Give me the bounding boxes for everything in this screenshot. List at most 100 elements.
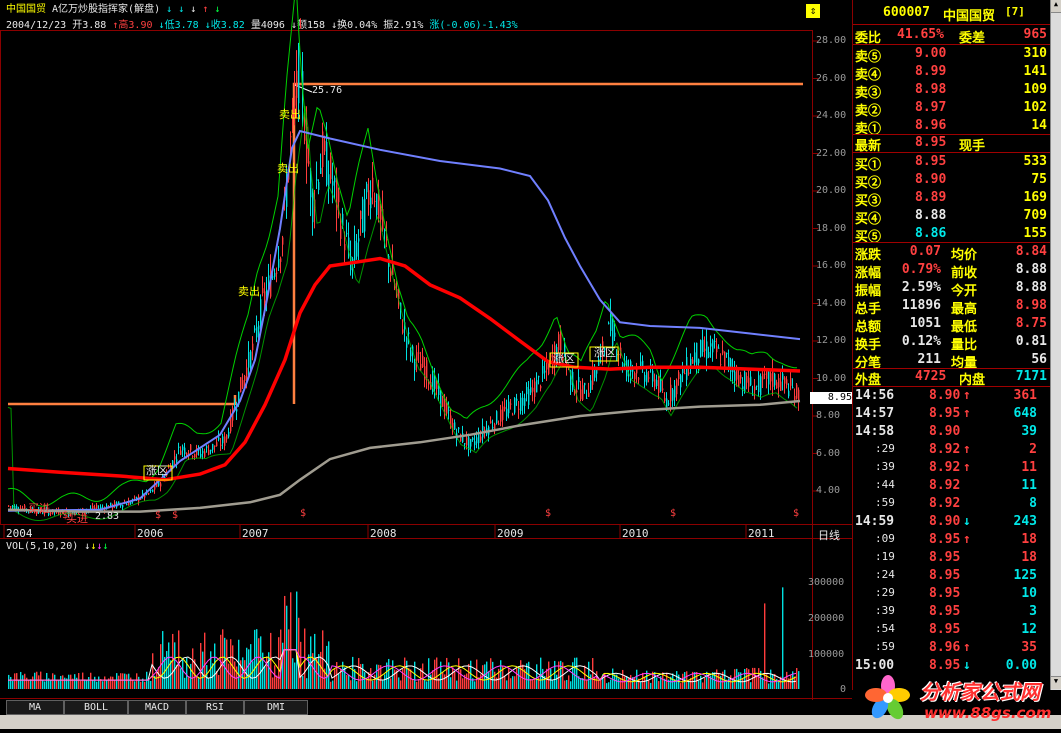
candle-body xyxy=(318,182,319,190)
candle-body xyxy=(498,423,499,424)
volume-bar xyxy=(466,674,467,689)
volume-bar xyxy=(122,673,123,689)
volume-bar xyxy=(332,681,333,689)
candle-body xyxy=(280,258,281,261)
tick-time: :19 xyxy=(875,550,895,563)
candle-body xyxy=(772,370,773,387)
candle-body xyxy=(708,352,709,357)
sell-signal: 卖出 xyxy=(238,283,260,299)
candle-body xyxy=(724,352,725,367)
volume-bar xyxy=(136,673,137,689)
volume-bar xyxy=(744,669,745,689)
tick-volume: 18 xyxy=(1021,550,1037,565)
tick-price: 8.92 xyxy=(929,442,960,457)
kline-chart-area[interactable]: 中国国贸 A亿万炒股指挥家(解盘) ↓ ↓ ↓ ↑ ↓ 2004/12/23 开… xyxy=(0,0,852,729)
candle-body xyxy=(290,136,291,137)
volume-bar xyxy=(706,672,707,689)
waipan-value: 4725 xyxy=(915,369,946,384)
volume-bar xyxy=(704,678,705,689)
volume-bar xyxy=(750,682,751,689)
volume-bar xyxy=(28,680,29,689)
volume-bar xyxy=(334,669,335,689)
candle-body xyxy=(446,404,447,414)
candle-body xyxy=(506,409,507,417)
candle-body xyxy=(582,385,583,400)
candle-body xyxy=(586,398,587,399)
tab-rsi[interactable]: RSI xyxy=(186,700,244,715)
tick-volume: 10 xyxy=(1021,586,1037,601)
scrollbar[interactable]: ▲ ▼ xyxy=(1050,0,1061,690)
candle-body xyxy=(152,490,153,492)
volume-bar xyxy=(536,664,537,689)
candle-body xyxy=(122,505,123,507)
volume-bar xyxy=(394,669,395,689)
volume-bar xyxy=(648,680,649,689)
volume-bar xyxy=(244,660,245,689)
sell-volume: 141 xyxy=(1024,64,1047,79)
time-tick-label: 2007 xyxy=(242,527,269,540)
candle-body xyxy=(384,230,385,231)
candle-body xyxy=(262,288,263,293)
volume-bar xyxy=(76,678,77,689)
tick-row: 14:57 8.95 ↑ 648 xyxy=(853,405,1051,423)
volume-bar xyxy=(628,678,629,689)
candle-body xyxy=(694,352,695,362)
volume-bar xyxy=(584,666,585,689)
volume-bar xyxy=(74,674,75,689)
time-tick-label: 2004 xyxy=(6,527,33,540)
candle-body xyxy=(560,331,561,350)
volume-bar xyxy=(318,654,319,689)
latest-value: 8.95 xyxy=(915,135,946,150)
candle-body xyxy=(766,371,767,379)
stat-row: 总额 1051 最低 8.75 xyxy=(853,315,1051,333)
volume-tick-label: 0 xyxy=(840,684,846,695)
volume-bar xyxy=(440,662,441,689)
candle-body xyxy=(96,505,97,508)
stat-value: 0.81 xyxy=(1016,334,1047,349)
candle-body xyxy=(476,437,477,443)
volume-bar xyxy=(716,669,717,689)
candle-body xyxy=(360,211,361,219)
sell-price: 8.96 xyxy=(915,118,946,133)
candle-body xyxy=(636,369,637,373)
volume-bar xyxy=(292,658,293,689)
watermark-logo: 分析家公式网 www.88gs.com xyxy=(860,668,1060,729)
volume-bar xyxy=(130,678,131,689)
volume-bar xyxy=(644,677,645,689)
volume-bar xyxy=(580,678,581,689)
tab-macd[interactable]: MACD xyxy=(128,700,186,715)
volume-bar xyxy=(196,676,197,689)
latest-row: 最新 8.95 现手 xyxy=(853,134,1051,152)
tab-boll[interactable]: BOLL xyxy=(64,700,128,715)
period-label[interactable]: 日线 xyxy=(818,527,840,543)
volume-bar xyxy=(344,667,345,689)
volume-bar xyxy=(642,673,643,689)
price-tick-label: 28.00 xyxy=(816,35,846,46)
candle-body xyxy=(646,372,647,382)
candle-body xyxy=(762,374,763,380)
stat-value: 8.98 xyxy=(1016,298,1047,313)
tab-ma[interactable]: MA xyxy=(6,700,64,715)
scroll-up-icon[interactable]: ▲ xyxy=(1051,0,1061,13)
volume-bar xyxy=(656,677,657,689)
candle-body xyxy=(722,350,723,353)
candle-body xyxy=(214,445,215,447)
candle-body xyxy=(536,380,537,392)
candle-body xyxy=(340,226,341,239)
stat-value: 56 xyxy=(1031,352,1047,367)
tick-time: :44 xyxy=(875,478,895,491)
candle-body xyxy=(406,338,407,348)
tick-time: :09 xyxy=(875,532,895,545)
buy-price: 8.89 xyxy=(915,190,946,205)
up-arrow-icon: ↑ xyxy=(963,460,971,475)
volume-bar xyxy=(202,652,203,689)
volume-bar xyxy=(374,675,375,689)
candle-body xyxy=(680,375,681,387)
tab-dmi[interactable]: DMI xyxy=(244,700,308,715)
price-tick-label: 24.00 xyxy=(816,110,846,121)
price-tick-label: 18.00 xyxy=(816,223,846,234)
tick-row: :39 8.95 3 xyxy=(853,603,1051,621)
volume-bar xyxy=(608,682,609,689)
candle-body xyxy=(524,398,525,406)
candle-body xyxy=(320,168,321,174)
